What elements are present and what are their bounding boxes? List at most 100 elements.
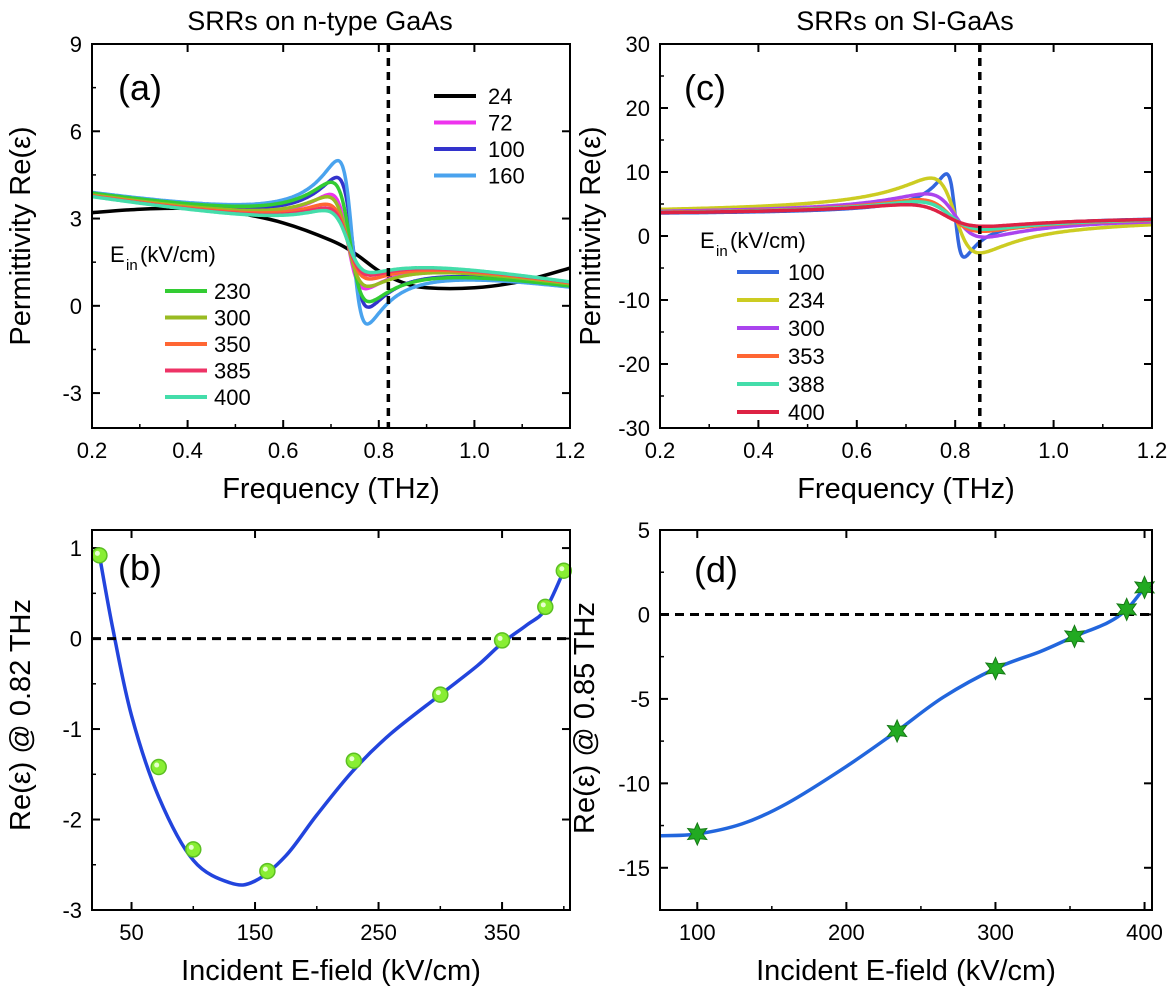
x-axis-label: Incident E-field (kV/cm)	[181, 955, 481, 987]
legend-label: 160	[488, 164, 525, 189]
legend-label: 234	[788, 288, 825, 313]
x-tick-label: 0.6	[842, 438, 873, 463]
panel-a: SRRs on n-type GaAs 0.2 0.4 0.6 0.8 1.0 1.2 9 6 3…	[5, 6, 585, 505]
legend-label: 100	[488, 137, 525, 162]
legend-title-unit: (kV/cm)	[140, 242, 216, 267]
legend-label: 350	[214, 332, 251, 357]
data-point-highlight	[349, 756, 354, 761]
x-tick-label: 0.6	[268, 438, 299, 463]
data-point	[151, 760, 166, 775]
x-tick-label: 300	[977, 920, 1014, 945]
x-tick-label: 350	[484, 920, 521, 945]
data-point	[92, 548, 107, 563]
x-tick-label: 150	[237, 920, 274, 945]
y-tick-label: -3	[62, 898, 82, 923]
x-tick-label: 50	[119, 920, 143, 945]
data-point-highlight	[559, 566, 564, 571]
y-tick-label: 6	[70, 119, 82, 144]
y-tick-label: 9	[70, 32, 82, 57]
x-tick-label: 0.4	[743, 438, 774, 463]
panel-d: 100 200 300 400 5 0 -5 -10 -15 Incident E-field (…	[569, 518, 1163, 987]
y-tick-label: 1	[70, 536, 82, 561]
data-point	[433, 687, 448, 702]
legend-label: 300	[214, 306, 251, 331]
y-tick-label: 0	[70, 627, 82, 652]
data-point-highlight	[541, 602, 546, 607]
y-tick-label: 0	[70, 294, 82, 319]
data-point-highlight	[189, 845, 194, 850]
data-point	[260, 864, 275, 879]
x-tick-label: 200	[828, 920, 865, 945]
data-point-highlight	[154, 763, 159, 768]
legend-title-sub: in	[126, 257, 138, 274]
chart-title: SRRs on SI-GaAs	[796, 6, 1014, 36]
legend-label: 24	[488, 84, 512, 109]
y-tick-label: -5	[630, 687, 650, 712]
data-point	[1065, 625, 1084, 647]
data-point-highlight	[95, 551, 100, 556]
legend-label: 100	[788, 260, 825, 285]
plot-area	[660, 587, 1145, 835]
y-tick-label: -30	[618, 416, 650, 441]
legend-label: 353	[788, 344, 825, 369]
x-axis-label: Frequency (THz)	[797, 473, 1015, 505]
y-tick-label: -10	[618, 771, 650, 796]
data-point	[186, 842, 201, 857]
x-tick-label: 1.0	[459, 438, 490, 463]
data-point	[346, 753, 361, 768]
fit-line	[99, 555, 563, 885]
legend-title-unit: (kV/cm)	[730, 228, 806, 253]
x-axis-label: Incident E-field (kV/cm)	[756, 955, 1056, 987]
y-axis-label: Permittivity Re(ε)	[5, 126, 37, 345]
legend-label: 230	[214, 279, 251, 304]
y-axis-label: Permittivity Re(ε)	[575, 126, 607, 345]
legend-label: 300	[788, 316, 825, 341]
y-tick-label: 30	[626, 32, 650, 57]
y-tick-label: 20	[626, 96, 650, 121]
legend-label: 72	[488, 111, 512, 136]
x-tick-label: 400	[1126, 920, 1163, 945]
x-tick-label: 0.2	[645, 438, 676, 463]
x-tick-label: 1.2	[1137, 438, 1168, 463]
x-axis-label: Frequency (THz)	[222, 473, 440, 505]
legend-title: E	[700, 228, 715, 253]
plot-frame	[92, 530, 570, 910]
y-tick-label: -10	[618, 288, 650, 313]
legend-label: 400	[214, 385, 251, 410]
plot-area	[99, 555, 563, 885]
data-point-highlight	[263, 867, 268, 872]
x-tick-label: 100	[679, 920, 716, 945]
panel-label: (d)	[694, 549, 738, 590]
legend-label: 385	[214, 359, 251, 384]
legend-label: 400	[788, 400, 825, 425]
y-tick-label: 5	[638, 518, 650, 543]
y-tick-label: -15	[618, 856, 650, 881]
y-tick-label: 0	[638, 602, 650, 627]
legend-title-sub: in	[716, 243, 728, 260]
legend-label: 388	[788, 372, 825, 397]
data-point	[986, 658, 1005, 680]
y-tick-label: 10	[626, 160, 650, 185]
x-tick-label: 0.2	[77, 438, 108, 463]
x-tick-label: 0.8	[940, 438, 971, 463]
panel-label: (c)	[684, 67, 726, 108]
x-tick-label: 1.2	[555, 438, 586, 463]
y-tick-label: -3	[62, 381, 82, 406]
data-point-highlight	[436, 690, 441, 695]
x-tick-label: 1.0	[1038, 438, 1069, 463]
fit-line	[660, 587, 1145, 835]
data-point	[888, 720, 907, 742]
data-point	[538, 599, 553, 614]
y-tick-label: -1	[62, 717, 82, 742]
y-tick-label: 3	[70, 207, 82, 232]
y-tick-label: 0	[638, 224, 650, 249]
data-point	[495, 633, 510, 648]
chart-title: SRRs on n-type GaAs	[187, 6, 453, 36]
y-axis-label: Re(ε) @ 0.82 THz	[5, 599, 37, 831]
y-tick-label: -20	[618, 352, 650, 377]
x-tick-label: 0.8	[364, 438, 395, 463]
x-tick-label: 250	[360, 920, 397, 945]
y-tick-label: -2	[62, 808, 82, 833]
